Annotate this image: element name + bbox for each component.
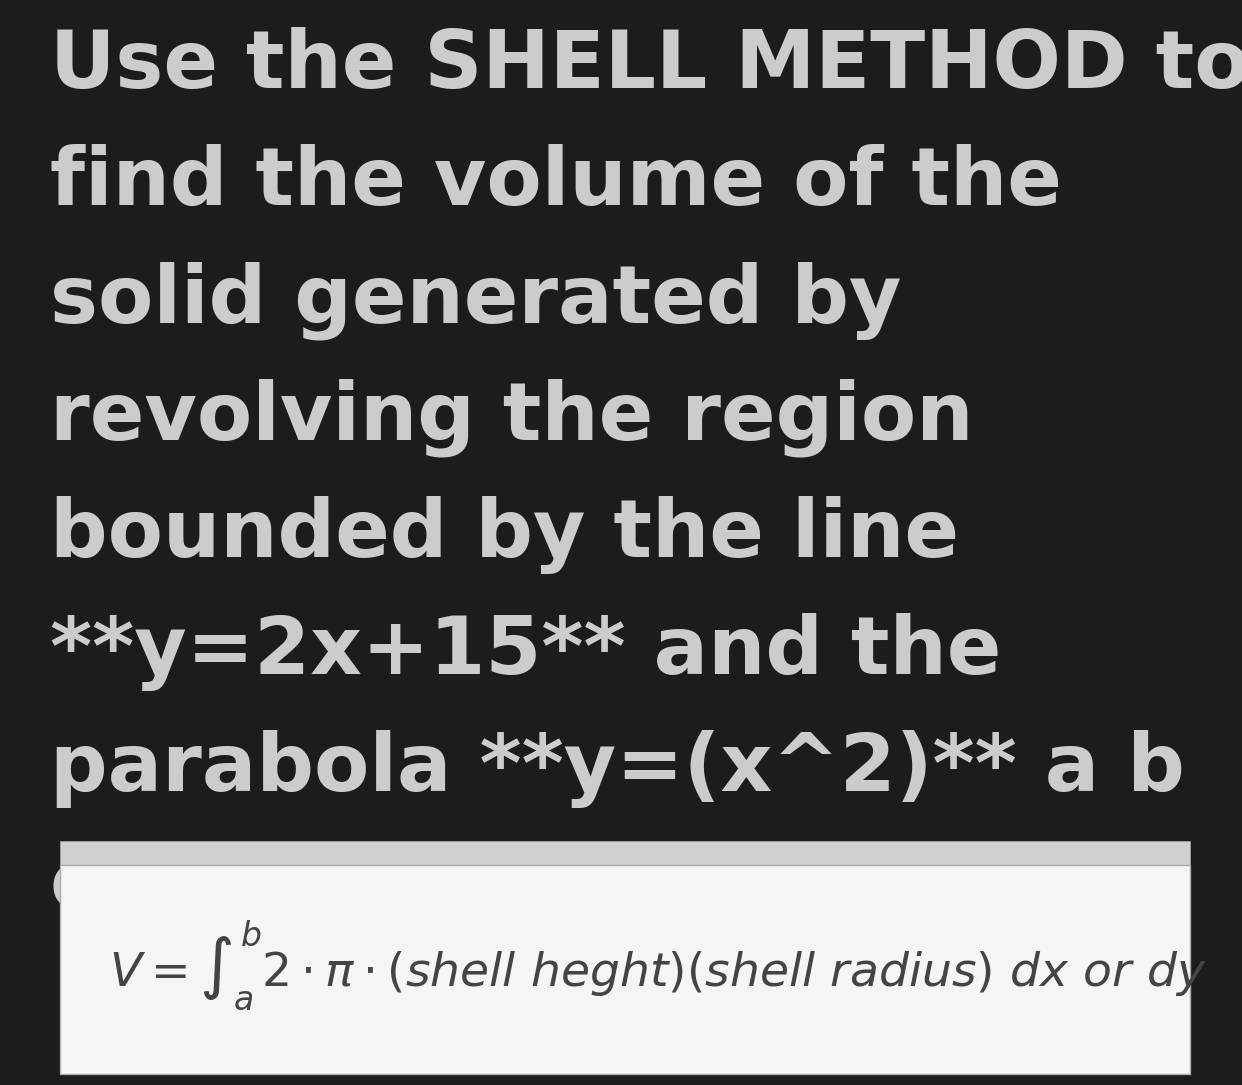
Bar bbox=[60, 865, 1190, 1074]
Text: Use the SHELL METHOD to: Use the SHELL METHOD to bbox=[50, 27, 1242, 105]
Text: **y=2x+15** and the: **y=2x+15** and the bbox=[50, 613, 1001, 691]
Text: $V = \int_a^b 2 \cdot \pi \cdot \mathit{(shell\ heght)}\mathit{(shell\ radius)}\: $V = \int_a^b 2 \cdot \pi \cdot \mathit{… bbox=[109, 918, 1207, 1012]
Text: solid generated by: solid generated by bbox=[50, 261, 902, 340]
Text: bounded by the line: bounded by the line bbox=[50, 496, 959, 574]
Text: revolving the region: revolving the region bbox=[50, 379, 974, 457]
Text: parabola **y=(x^2)** a b: parabola **y=(x^2)** a b bbox=[50, 730, 1185, 808]
Bar bbox=[60, 841, 1190, 865]
Text: out the **x-axis**: out the **x-axis** bbox=[50, 847, 843, 926]
Text: find the volume of the: find the volume of the bbox=[50, 144, 1062, 222]
